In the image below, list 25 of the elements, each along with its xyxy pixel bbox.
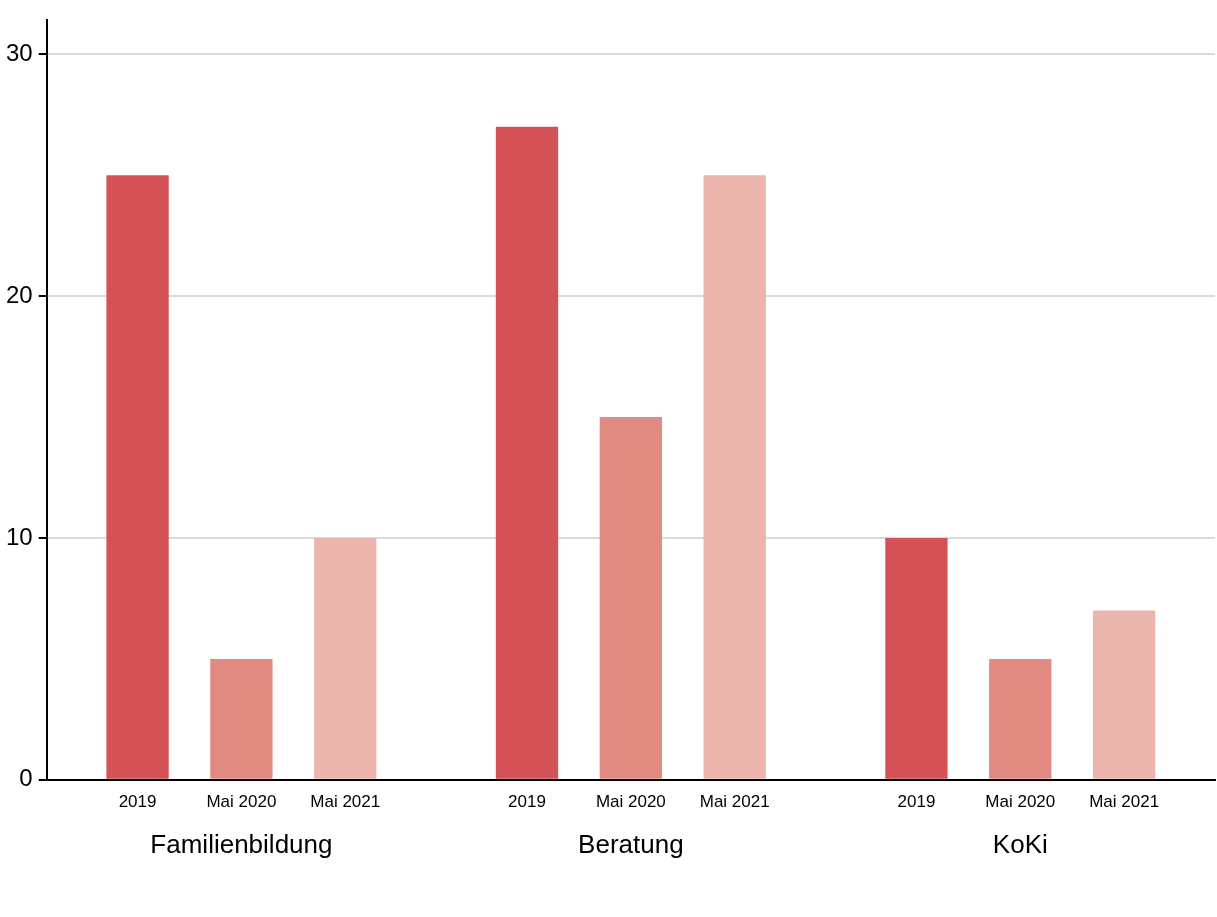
x-tick-label: Beratung [578,828,684,859]
bar [314,537,377,779]
series-label: Mai 2020 [985,791,1056,811]
y-tick-label: 0 [19,764,33,792]
text: Mai 2021 [1089,791,1160,811]
y-tick-label: 30 [5,38,33,66]
bar [210,658,273,779]
y-tick-label: 10 [5,522,33,550]
y-tick-label: 20 [5,280,33,308]
series-label: 2019 [118,791,157,811]
text: Mai 2020 [595,791,666,811]
bar [1092,610,1156,779]
bar [885,537,948,779]
text: Mai 2020 [206,791,277,811]
text: 2019 [508,791,546,811]
series-label: Mai 2021 [699,791,770,811]
bar [703,175,766,779]
bar [106,175,169,779]
text: 2019 [897,791,936,811]
x-tick-label: Familienbildung [150,828,333,859]
x-tick-label: KoKi [992,828,1048,859]
bar [495,126,559,779]
bar [989,658,1052,779]
bar [599,417,662,779]
text: Mai 2021 [310,791,381,811]
